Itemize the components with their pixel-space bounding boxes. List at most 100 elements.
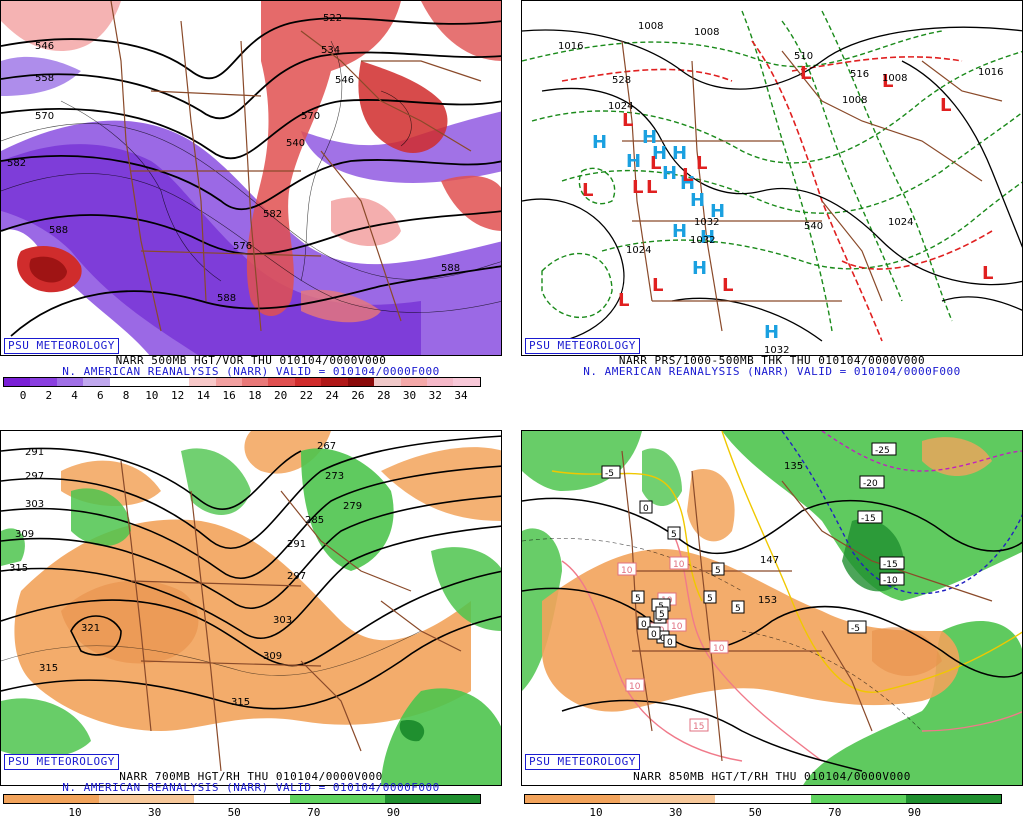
caption-line1: NARR 700MB HGT/RH THU 010104/0000V000 (119, 770, 383, 783)
svg-text:10: 10 (673, 560, 685, 570)
boxed-label: 5 (631, 590, 645, 604)
contour-label: 153 (758, 595, 777, 606)
scale-tick-label: 30 (668, 806, 683, 819)
scale-swatch (400, 378, 427, 386)
low-symbol: L (646, 177, 657, 198)
low-symbol: L (652, 275, 663, 296)
high-symbol: H (662, 163, 677, 184)
boxed-label: -25 (871, 442, 897, 456)
svg-text:-15: -15 (883, 560, 898, 570)
contour-label: 588 (217, 293, 236, 304)
panel-700mb-rh: 291 297 303 309 315 321 267 273 279 285 … (0, 413, 502, 819)
scale-swatch (215, 378, 242, 386)
svg-text:0: 0 (643, 504, 649, 514)
contour-label: 309 (263, 651, 282, 662)
contour-label: 546 (35, 41, 54, 52)
contour-label: 1024 (608, 101, 633, 112)
boxed-label: 5 (731, 600, 745, 614)
scale-tick-label: 2 (45, 389, 53, 402)
contour-labels: 546 558 570 582 588 588 522 534 546 570 … (7, 13, 460, 304)
low-symbol: L (582, 180, 593, 201)
svg-text:0: 0 (651, 630, 657, 640)
svg-text:-15: -15 (861, 514, 876, 524)
high-symbol: H (672, 221, 687, 242)
boxed-label: 5 (711, 562, 725, 576)
contour-label: 1008 (638, 21, 663, 32)
svg-text:15: 15 (693, 722, 704, 732)
low-symbol: L (696, 153, 707, 174)
boxed-label: 10 (617, 562, 637, 576)
credit-label: PSU METEOROLOGY (525, 754, 640, 770)
pressure-thickness-map: H H H H H H H H H H H H H L L L (521, 0, 1023, 356)
contour-labels: 291 297 303 309 315 321 267 273 279 285 … (9, 441, 362, 708)
contour-label: 510 (794, 51, 813, 62)
color-scale-ticks: 10 30 50 70 90 (524, 806, 1002, 819)
scale-tick-label: 18 (248, 389, 262, 402)
high-symbol: H (710, 201, 725, 222)
scale-tick-label: 90 (386, 806, 401, 819)
contour-label: 570 (301, 111, 320, 122)
contour-label: 285 (305, 515, 324, 526)
scale-tick-label: 50 (227, 806, 241, 819)
contour-label: 540 (286, 138, 305, 149)
low-symbol: L (682, 165, 693, 186)
contour-label: 321 (81, 623, 100, 634)
color-scale-ticks: 0 2 4 6 8 10 12 14 16 18 20 22 24 26 28 30 32 34 (3, 389, 481, 402)
high-symbol: H (692, 258, 707, 279)
scale-tick-label: 10 (68, 806, 82, 819)
contour-label: 303 (25, 499, 44, 510)
scale-swatch (347, 378, 375, 386)
boxed-temperature-labels: -5-25-20-15-15-10-510101005555105101510-… (601, 442, 905, 732)
contour-label: 309 (15, 529, 34, 540)
credit-label: PSU METEOROLOGY (4, 754, 119, 770)
high-symbol: H (592, 132, 607, 153)
svg-text:10: 10 (713, 644, 725, 654)
scale-swatch (83, 378, 110, 386)
contour-label: 582 (7, 158, 26, 169)
svg-text:5: 5 (659, 610, 665, 620)
svg-text:-5: -5 (605, 469, 614, 479)
contour-label: 546 (335, 75, 354, 86)
contour-label: 582 (263, 209, 282, 220)
boxed-label: -15 (857, 510, 883, 524)
scale-tick-label: 32 (428, 389, 442, 402)
boxed-label: 10 (709, 640, 729, 654)
boxed-label: 0 (647, 626, 661, 640)
caption-line1: NARR 850MB HGT/T/RH THU 010104/0000V000 (633, 770, 911, 783)
high-symbol: H (690, 190, 705, 211)
low-symbol: L (882, 71, 893, 92)
contour-label: 1032 (694, 217, 719, 228)
scale-tick-label: 50 (748, 806, 762, 819)
scale-tick-label: 30 (402, 389, 417, 402)
boxed-label: 10 (625, 678, 645, 692)
scale-swatch (427, 378, 454, 386)
caption-line2: N. AMERICAN REANALYSIS (NARR) VALID = 01… (62, 365, 440, 378)
scale-tick-label: 26 (351, 389, 365, 402)
svg-text:5: 5 (671, 530, 677, 540)
scale-swatch (525, 795, 621, 803)
scale-swatch (268, 378, 295, 386)
scale-tick-label: 10 (145, 389, 159, 402)
scale-tick-label: 90 (907, 806, 922, 819)
scale-tick-label: 24 (325, 389, 339, 402)
scale-swatch (4, 378, 31, 386)
contour-label: 1016 (558, 41, 583, 52)
scale-swatch (620, 795, 716, 803)
scale-swatch (715, 795, 811, 803)
scale-tick-label: 30 (147, 806, 162, 819)
svg-text:-10: -10 (883, 576, 898, 586)
svg-text:0: 0 (641, 620, 647, 630)
scale-tick-label: 70 (828, 806, 842, 819)
color-scale-bar (3, 377, 481, 387)
scale-swatch (384, 795, 481, 803)
vorticity-map: 546 558 570 582 588 588 522 534 546 570 … (0, 0, 502, 356)
svg-text:-25: -25 (875, 446, 890, 456)
boxed-label: 0 (663, 634, 677, 648)
scale-swatch (810, 795, 906, 803)
boxed-label: -10 (879, 572, 905, 586)
scale-swatch (374, 378, 401, 386)
boxed-label: 0 (637, 616, 651, 630)
svg-text:5: 5 (715, 566, 721, 576)
svg-text:5: 5 (707, 594, 713, 604)
boxed-label: 5 (667, 526, 681, 540)
